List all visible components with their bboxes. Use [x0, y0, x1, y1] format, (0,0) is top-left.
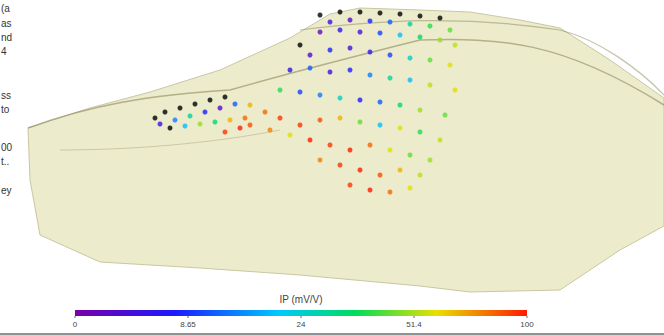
svg-text:IP (mV/V): IP (mV/V) [279, 294, 322, 305]
svg-text:100: 100 [520, 320, 534, 329]
svg-text:ss: ss [1, 90, 11, 101]
svg-text:(a: (a [1, 3, 10, 14]
svg-text:nd: nd [1, 32, 12, 43]
svg-text:to: to [1, 104, 10, 115]
svg-text:t..: t.. [1, 156, 9, 167]
svg-text:8.65: 8.65 [180, 320, 196, 329]
svg-text:ey: ey [1, 185, 12, 196]
svg-text:00: 00 [1, 142, 13, 153]
svg-text:51.4: 51.4 [406, 320, 422, 329]
svg-text:4: 4 [1, 46, 7, 57]
svg-text:as: as [1, 18, 12, 29]
svg-text:24: 24 [297, 320, 306, 329]
svg-text:0: 0 [73, 320, 78, 329]
